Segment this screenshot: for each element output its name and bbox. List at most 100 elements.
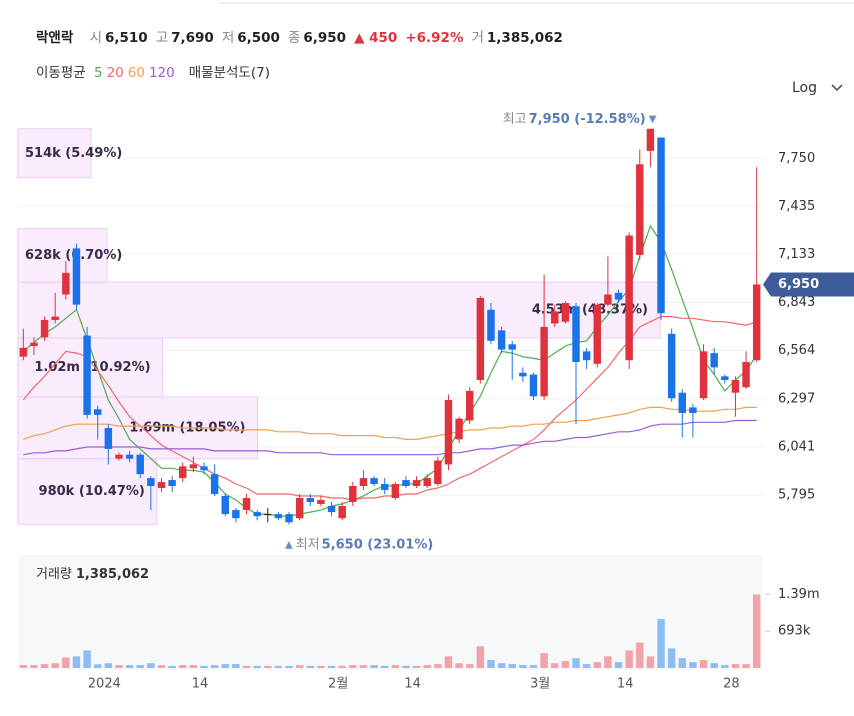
- candle-body: [147, 478, 155, 487]
- candle-body: [508, 344, 516, 350]
- candle-body: [285, 514, 293, 523]
- candle-body: [710, 353, 718, 368]
- candle-body: [551, 311, 559, 324]
- volume-bar: [412, 665, 421, 668]
- candle-body: [540, 326, 548, 397]
- volume-bar: [370, 665, 378, 668]
- candle-body: [636, 164, 644, 255]
- y-tick-label: 7,435: [778, 199, 815, 214]
- candle-body: [253, 512, 261, 517]
- quote-value: 6,500: [237, 30, 280, 46]
- candle-body: [593, 304, 601, 364]
- volume-bar: [157, 665, 166, 668]
- volume-bar: [253, 665, 261, 668]
- volume-bar: [104, 663, 113, 668]
- candle-body: [582, 351, 591, 361]
- candle-body: [742, 362, 750, 388]
- volume-bar: [540, 653, 548, 668]
- profile-bar: [17, 128, 92, 179]
- candle-body: [19, 347, 28, 357]
- quote-header: 락앤락 시 6,510 고 7,690 저 6,500 종 6,950 ▲ 450 +6.92% 거…: [36, 26, 571, 46]
- y-tick-label: 5,795: [778, 487, 815, 502]
- legend: 이동평균 5 20 60 120 매물분석도(7): [36, 61, 274, 81]
- candle-body: [232, 510, 240, 519]
- candle-body: [200, 466, 208, 471]
- volume-bar: [210, 665, 219, 668]
- volume-bar: [582, 664, 591, 668]
- candle-body: [30, 342, 38, 347]
- volume-bar: [476, 646, 485, 668]
- volume-bar: [561, 661, 570, 668]
- volume-bar: [710, 663, 718, 668]
- candle-body: [657, 137, 665, 314]
- profile-bar: [17, 458, 158, 525]
- volume-bar: [359, 665, 368, 668]
- x-tick-label: 2월: [328, 677, 348, 692]
- candle-body: [115, 454, 123, 459]
- volume-bar: [667, 648, 676, 668]
- candle-body: [752, 284, 761, 361]
- volume-bar: [678, 658, 687, 668]
- candle-body: [572, 306, 580, 363]
- candle-body: [423, 478, 431, 487]
- candle-body: [83, 335, 91, 415]
- x-tick-label: 28: [723, 677, 740, 692]
- candle-body: [529, 374, 538, 397]
- y-tick-label: 6,843: [778, 295, 815, 310]
- quote-value: 1,385,062: [486, 30, 563, 46]
- x-tick-label: 14: [617, 677, 634, 692]
- volume-bar: [604, 656, 612, 668]
- volume-bar: [572, 658, 580, 668]
- legend-entry: 매물분석도(7): [188, 65, 270, 81]
- volume-bar: [731, 664, 740, 668]
- candle-body: [274, 514, 283, 519]
- scale-toggle[interactable]: Log: [792, 80, 843, 96]
- chevron-icon[interactable]: [831, 84, 843, 92]
- y-tick-label: 7,133: [778, 247, 815, 262]
- change: ▲ 450: [354, 30, 398, 46]
- volume-bar: [636, 642, 644, 668]
- quote-label: 저: [221, 30, 235, 46]
- volume-bar: [93, 664, 102, 668]
- candle-body: [370, 478, 378, 485]
- volume-bar: [30, 665, 38, 668]
- volume-bar: [83, 650, 91, 668]
- candle-body: [604, 294, 612, 305]
- candle-body: [264, 514, 272, 516]
- stock-name: 락앤락: [36, 30, 74, 46]
- volume-bar: [72, 656, 81, 668]
- volume-bar: [179, 665, 187, 668]
- note-marker: ▲: [285, 539, 293, 550]
- ma-line: [23, 419, 757, 456]
- candle-body: [497, 330, 506, 350]
- volume-bar: [285, 665, 293, 668]
- volume-bar: [529, 665, 538, 668]
- volume-bar: [657, 618, 665, 668]
- legend-entry: 60: [127, 65, 145, 81]
- volume-bar: [51, 663, 59, 668]
- scale-label[interactable]: Log: [792, 80, 817, 96]
- ma-line: [23, 406, 757, 440]
- note-prefix: 최고: [503, 111, 527, 126]
- volume-bar: [699, 660, 708, 668]
- volume-bar: [306, 665, 315, 668]
- last-price-tag: [763, 272, 854, 297]
- profile-label: 1.02m (10.92%): [34, 360, 150, 375]
- candle-body: [699, 351, 708, 399]
- volume-tick-label: 1.39m: [778, 587, 820, 602]
- volume-last: 1,385,062: [76, 567, 149, 582]
- volume-bar: [200, 665, 208, 668]
- profile-label: 514k (5.49%): [25, 146, 122, 161]
- volume-bar: [434, 664, 442, 668]
- candle-body: [380, 484, 389, 490]
- volume-bar: [125, 665, 134, 668]
- candle-body: [646, 128, 655, 151]
- volume-bar: [147, 663, 155, 668]
- candle-body: [179, 466, 187, 479]
- volume-bar: [551, 663, 559, 668]
- volume-bar: [115, 665, 123, 668]
- candle-body: [391, 484, 400, 498]
- candle-body: [465, 390, 474, 421]
- candle-body: [349, 486, 357, 502]
